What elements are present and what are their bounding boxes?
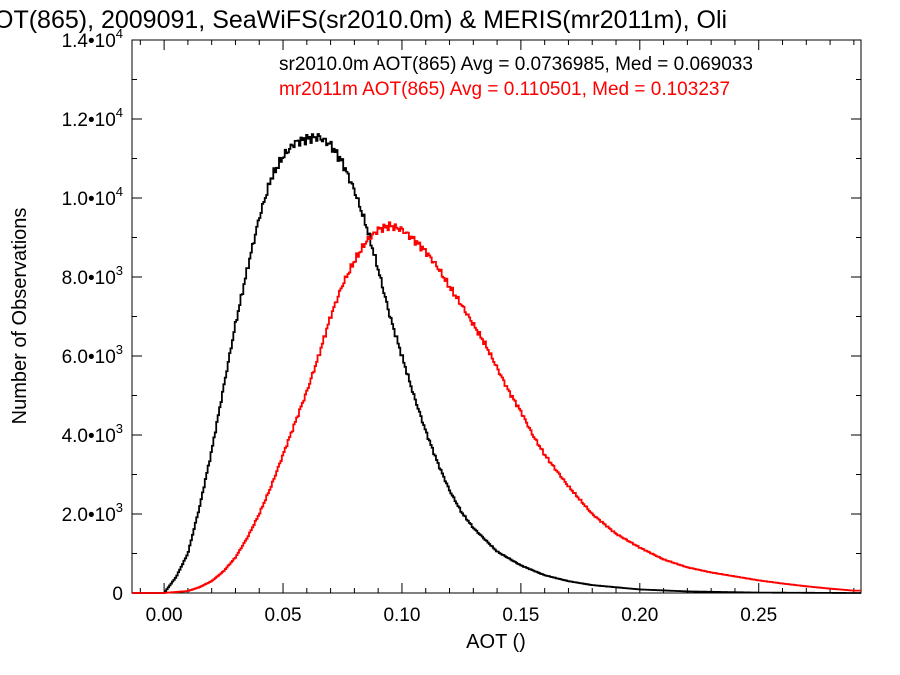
x-tick-label-5: 0.25 [740, 605, 777, 626]
y-tick-label-5: 1.0•104 [62, 184, 123, 210]
x-axis-label: AOT () [466, 631, 526, 653]
x-tick-label-1: 0.05 [265, 605, 302, 626]
y-axis-label: Number of Observations [9, 208, 31, 425]
y-tick-label-2: 4.0•103 [62, 421, 123, 447]
legend-entry-0: sr2010.0m AOT(865) Avg = 0.0736985, Med … [279, 54, 753, 75]
y-tick-label-6: 1.2•104 [62, 105, 123, 131]
x-tick-label-3: 0.15 [502, 605, 539, 626]
y-tick-label-1: 2.0•103 [62, 500, 123, 526]
chart-title: OT(865), 2009091, SeaWiFS(sr2010.0m) & M… [0, 6, 727, 34]
y-axis: 0 2.0•103 4.0•103 6.0•103 8.0•103 1.0•104 1.2•… [62, 26, 861, 605]
legend-entry-1: mr2011m AOT(865) Avg = 0.110501, Med = 0… [279, 79, 730, 100]
y-tick-label-3: 6.0•103 [62, 342, 123, 368]
plot-frame [131, 39, 862, 594]
series-0-histogram-line [132, 133, 861, 594]
y-tick-label-7: 1.4•104 [62, 26, 123, 52]
x-tick-label-4: 0.20 [621, 605, 658, 626]
x-tick-label-2: 0.10 [383, 605, 420, 626]
y-tick-label-0: 0 [112, 584, 123, 605]
series-1-histogram-line [132, 221, 861, 594]
y-tick-label-4: 8.0•103 [62, 263, 123, 289]
x-tick-label-0: 0.00 [146, 605, 183, 626]
series-group [132, 133, 861, 594]
x-axis: 0.00 0.05 0.10 0.15 0.20 0.25 [139, 40, 855, 626]
